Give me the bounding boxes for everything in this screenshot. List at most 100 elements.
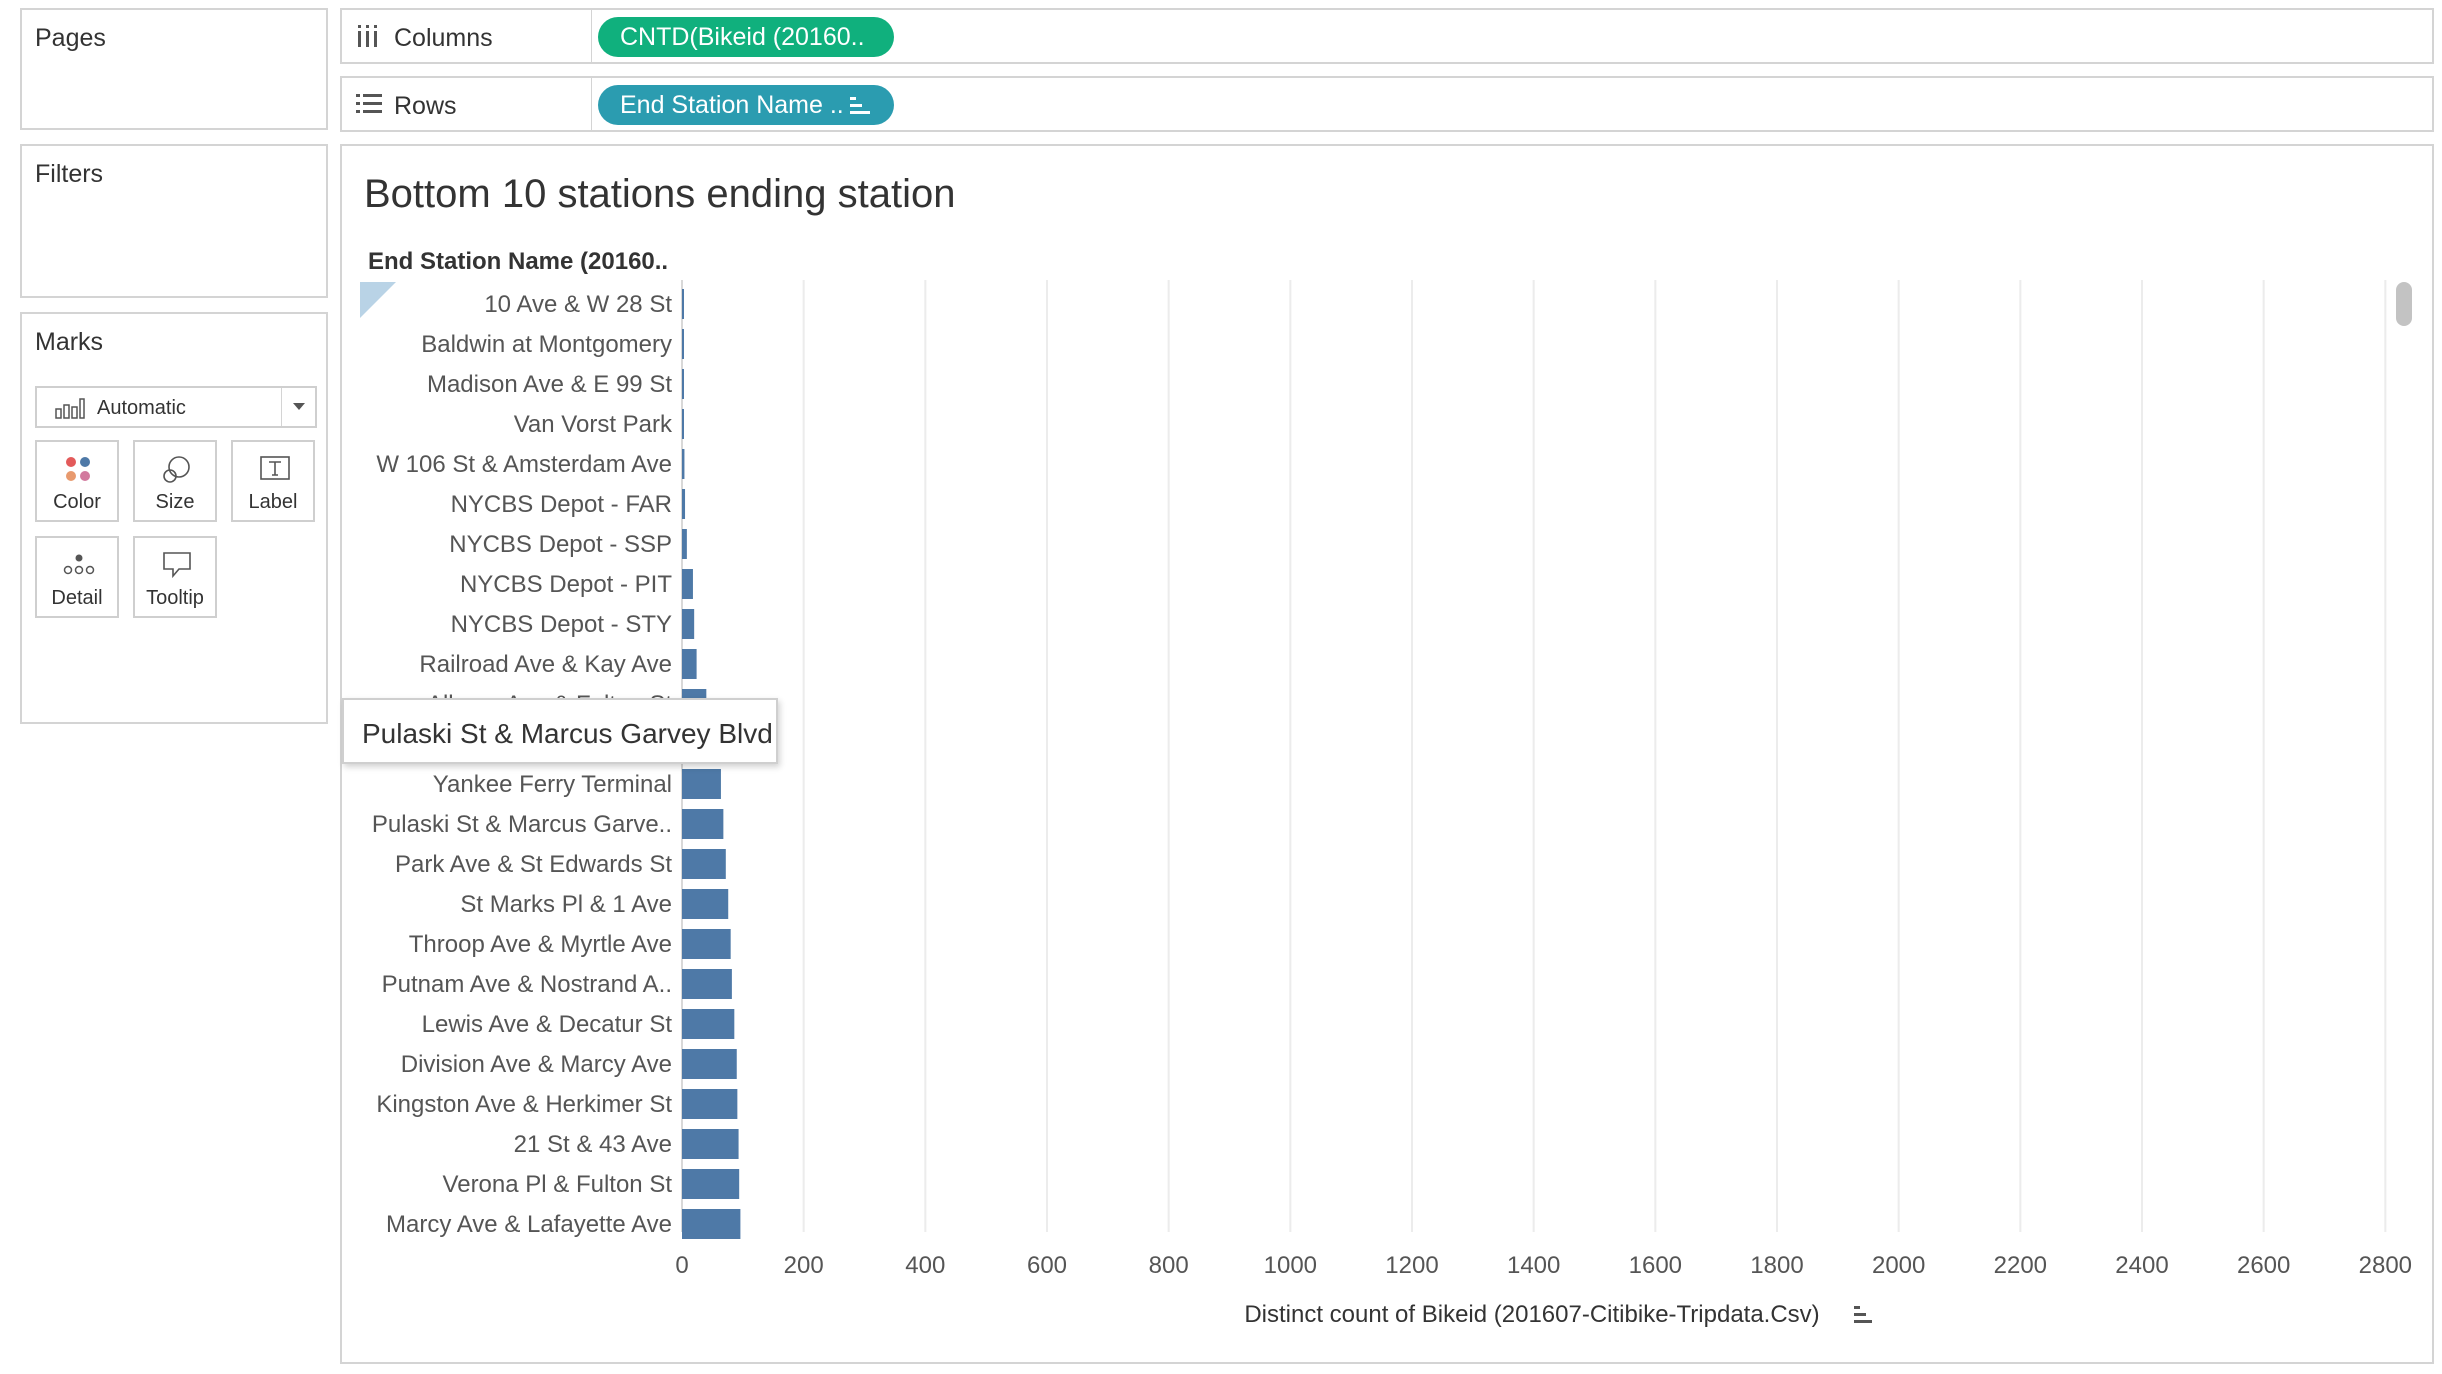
mark-type-value: Automatic [97,397,186,419]
color-label: Color [53,491,101,513]
filters-title: Filters [35,160,104,188]
tooltip-icon [163,552,191,579]
x-tick-label: 2800 [2359,1252,2412,1279]
x-tick-label: 1200 [1385,1252,1438,1279]
x-tick-label: 2600 [2237,1252,2290,1279]
row-label: Verona Pl & Fulton St [443,1171,673,1198]
bar[interactable] [682,769,721,799]
bar[interactable] [682,1209,741,1239]
bar[interactable] [682,289,684,319]
dropdown-arrow-icon[interactable] [281,388,315,426]
x-tick-label: 800 [1149,1252,1189,1279]
pages-shelf[interactable]: Pages [20,8,328,130]
x-tick-label: 200 [784,1252,824,1279]
marks-card: Marks Automatic Color [20,312,328,724]
row-label: NYCBS Depot - STY [451,611,672,638]
x-tick-label: 1600 [1629,1252,1682,1279]
bar[interactable] [682,649,697,679]
rows-shelf-header: Rows [342,78,592,130]
bar[interactable] [682,849,726,879]
row-label: Kingston Ave & Herkimer St [376,1091,672,1118]
columns-icon [358,25,377,47]
sort-descending-icon[interactable] [850,97,872,115]
row-label: 10 Ave & W 28 St [484,291,672,318]
vertical-scrollbar[interactable] [2396,282,2412,326]
row-label: Throop Ave & Myrtle Ave [409,931,672,958]
size-icon [163,456,190,483]
rows-field-pill[interactable]: End Station Name .. [598,85,894,125]
size-button[interactable]: Size [133,440,217,522]
row-label: NYCBS Depot - SSP [449,531,672,558]
bar[interactable] [682,889,729,919]
row-header[interactable]: End Station Name (20160.. [368,248,669,275]
row-label: NYCBS Depot - PIT [460,571,672,598]
bar[interactable] [682,1169,740,1199]
bar[interactable] [682,409,684,439]
filters-shelf[interactable]: Filters [20,144,328,298]
row-label: Lewis Ave & Decatur St [422,1011,673,1038]
row-label: Pulaski St & Marcus Garve.. [372,811,672,838]
mark-type-dropdown[interactable]: Automatic [35,386,317,428]
row-label: 21 St & 43 Ave [514,1131,672,1158]
x-tick-label: 400 [905,1252,945,1279]
rows-label: Rows [394,92,457,120]
bar[interactable] [682,609,695,639]
x-tick-label: 1400 [1507,1252,1560,1279]
bar[interactable] [682,449,685,479]
row-label: St Marks Pl & 1 Ave [460,891,672,918]
mark-tooltip: Pulaski St & Marcus Garvey Blvd [342,698,778,764]
bar[interactable] [682,809,724,839]
columns-shelf[interactable]: Columns CNTD(Bikeid (20160.. [340,8,2434,64]
row-label: Marcy Ave & Lafayette Ave [386,1211,672,1238]
row-label: Baldwin at Montgomery [421,331,672,358]
tooltip-label: Tooltip [146,587,204,609]
x-tick-label: 600 [1027,1252,1067,1279]
row-label: Yankee Ferry Terminal [433,771,672,798]
row-label: Madison Ave & E 99 St [427,371,672,398]
bar[interactable] [682,569,693,599]
selection-marker [360,282,396,318]
bar[interactable] [682,929,731,959]
bar[interactable] [682,1089,738,1119]
row-label: Van Vorst Park [514,411,673,438]
bar[interactable] [682,369,684,399]
columns-field-pill[interactable]: CNTD(Bikeid (20160.. [598,17,894,57]
bar[interactable] [682,329,684,359]
bar[interactable] [682,969,732,999]
rows-pill-label: End Station Name .. [620,91,844,119]
rows-shelf[interactable]: Rows End Station Name .. [340,76,2434,132]
x-axis-title: Distinct count of Bikeid (201607-Citibik… [1244,1301,1819,1328]
label-label: Label [248,491,298,513]
color-button[interactable]: Color [35,440,119,522]
row-label: NYCBS Depot - FAR [451,491,672,518]
columns-shelf-header: Columns [342,10,592,62]
row-label: W 106 St & Amsterdam Ave [376,451,672,478]
row-label: Division Ave & Marcy Ave [401,1051,672,1078]
color-icon [66,457,90,481]
axis-sort-icon[interactable] [1854,1306,1872,1323]
pages-title: Pages [35,24,106,52]
detail-button[interactable]: Detail [35,536,119,618]
bar[interactable] [682,1129,739,1159]
bar[interactable] [682,489,686,519]
row-label: Putnam Ave & Nostrand A.. [382,971,672,998]
detail-label: Detail [51,587,103,609]
x-tick-label: 1800 [1750,1252,1803,1279]
columns-label: Columns [394,24,493,52]
x-tick-label: 2200 [1994,1252,2047,1279]
label-button[interactable]: Label [231,440,315,522]
bar[interactable] [682,529,687,559]
row-label: Park Ave & St Edwards St [395,851,672,878]
label-icon [260,456,290,480]
marks-title: Marks [35,328,104,356]
x-tick-label: 2000 [1872,1252,1925,1279]
bar[interactable] [682,1049,737,1079]
bar[interactable] [682,1009,735,1039]
tooltip-button[interactable]: Tooltip [133,536,217,618]
bar-chart-icon [55,397,85,425]
row-label: Railroad Ave & Kay Ave [419,651,672,678]
rows-icon [356,94,382,113]
x-tick-label: 0 [675,1252,688,1279]
x-tick-label: 1000 [1264,1252,1317,1279]
